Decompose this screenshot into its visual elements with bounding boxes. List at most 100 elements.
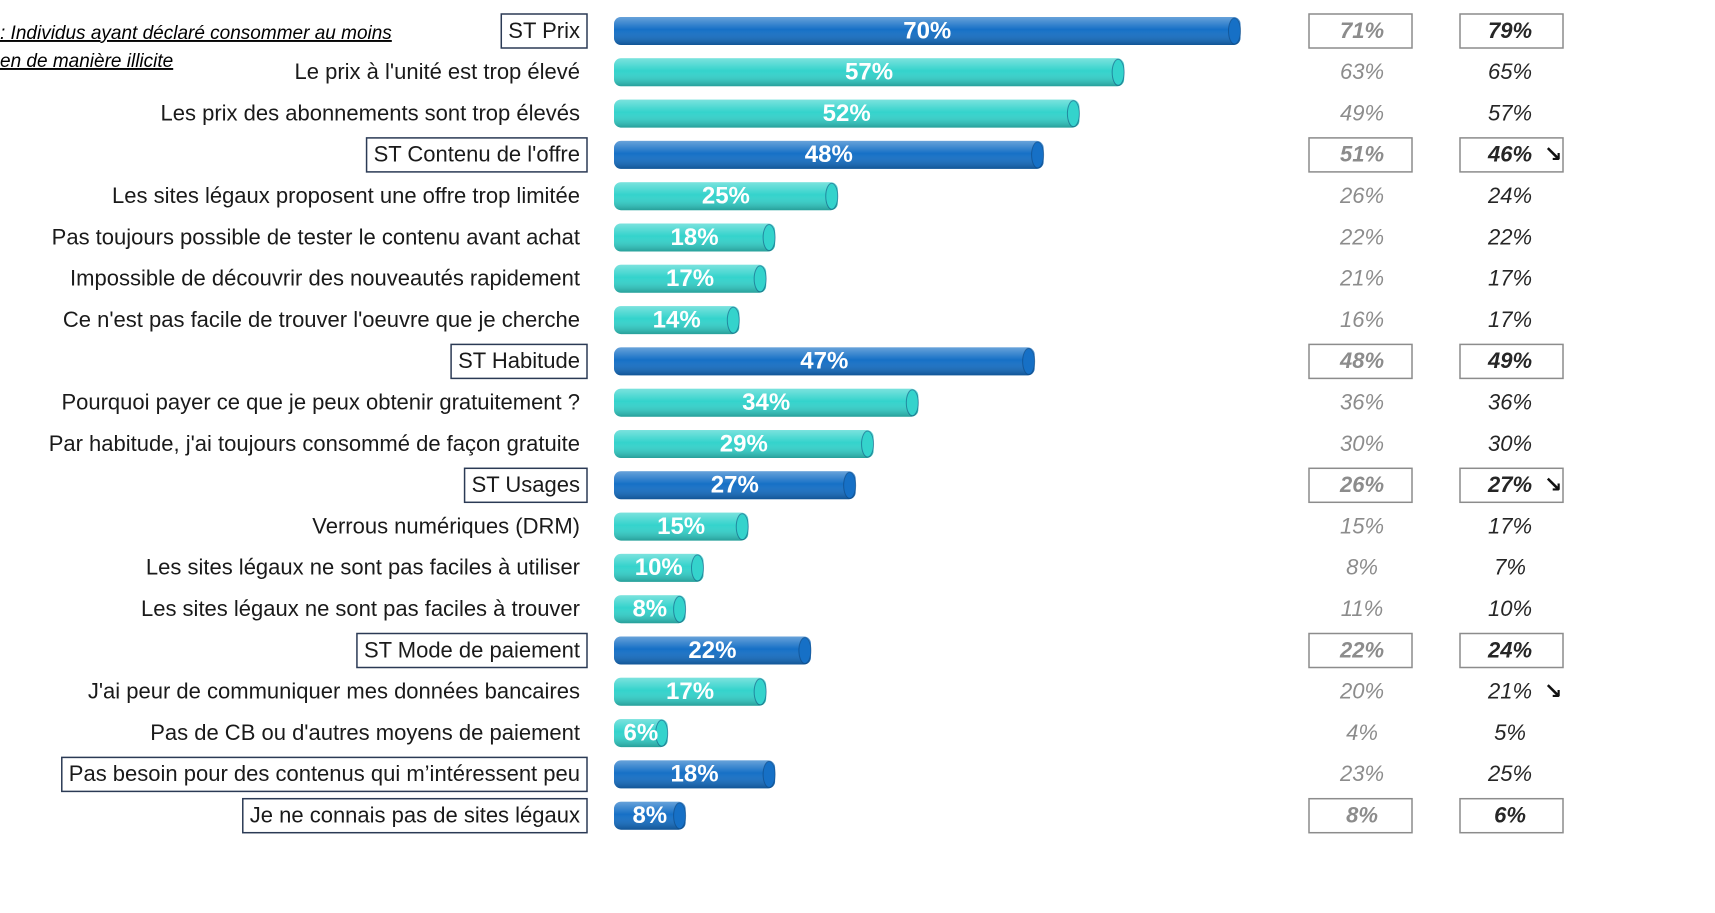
trend-arrow: ↘	[1544, 679, 1562, 704]
comparison-value: 79%	[1488, 18, 1532, 43]
bar-shade	[614, 58, 1125, 87]
label-box	[61, 756, 588, 793]
comparison-value: 23%	[1339, 761, 1384, 786]
bar-shade	[614, 595, 686, 624]
bar-cap	[861, 430, 875, 458]
bar-cap	[762, 760, 776, 788]
bar-cap	[735, 513, 749, 541]
comparison-value: 22%	[1339, 637, 1384, 662]
bar-shade	[614, 471, 856, 500]
value-label: 18%	[671, 224, 719, 251]
trend-arrow: ↘	[1544, 142, 1562, 167]
comparison-value: 21%	[1339, 266, 1384, 291]
comparison-value: 21%	[1487, 679, 1532, 704]
bar-cap	[1111, 58, 1125, 86]
value-label: 6%	[624, 719, 659, 746]
category-label: Les sites légaux ne sont pas faciles à t…	[141, 596, 580, 621]
comparison-value: 16%	[1340, 307, 1384, 332]
comparison-value: 36%	[1340, 390, 1384, 415]
category-label: Ce n'est pas facile de trouver l'oeuvre …	[63, 307, 580, 332]
comparison-box	[1308, 632, 1413, 669]
value-label: 52%	[823, 100, 871, 127]
comparison-box	[1308, 343, 1413, 380]
value-label: 25%	[702, 183, 750, 210]
category-label: ST Usages	[472, 472, 580, 497]
comparison-box	[1459, 137, 1564, 173]
value-label: 70%	[903, 17, 951, 44]
value-label: 47%	[800, 348, 848, 375]
category-label: Les prix des abonnements sont trop élevé…	[161, 100, 580, 125]
bar-cap	[655, 719, 669, 747]
bar-cap	[1031, 141, 1045, 169]
comparison-box	[1459, 343, 1564, 380]
label-box	[450, 343, 588, 380]
comparison-value: 63%	[1340, 59, 1384, 84]
comparison-value: 26%	[1339, 472, 1384, 497]
category-label: Les sites légaux proposent une offre tro…	[112, 183, 580, 208]
value-label: 57%	[845, 59, 893, 86]
value-label: 15%	[657, 513, 705, 540]
category-label: ST Contenu de l'offre	[374, 142, 580, 167]
bar-cap	[762, 224, 776, 251]
comparison-value: 17%	[1488, 307, 1532, 332]
value-label: 18%	[671, 761, 719, 788]
label-box	[500, 13, 588, 49]
category-label: Pas de CB ou d'autres moyens de paiement	[150, 720, 580, 745]
value-label: 29%	[720, 430, 768, 457]
comparison-box	[1459, 797, 1564, 834]
note: en de manière illicite	[0, 51, 173, 72]
comparison-value: 57%	[1488, 100, 1532, 125]
value-label: 34%	[742, 389, 790, 416]
category-label: Pourquoi payer ce que je peux obtenir gr…	[61, 390, 580, 415]
bar-shade	[614, 17, 1241, 45]
value-label: 48%	[805, 141, 853, 168]
bar-shade	[614, 140, 1044, 169]
comparison-value: 8%	[1346, 803, 1378, 828]
bar-cap	[753, 265, 767, 293]
comparison-box	[1459, 632, 1564, 669]
comparison-value: 22%	[1339, 224, 1384, 249]
comparison-box	[1308, 797, 1413, 834]
bar-cap	[825, 182, 839, 210]
bar-cap	[753, 678, 767, 706]
category-label: Verrous numériques (DRM)	[312, 513, 580, 538]
bar-shade	[614, 430, 874, 458]
label-box	[463, 467, 588, 504]
label-box	[356, 632, 588, 669]
comparison-value: 26%	[1339, 183, 1384, 208]
bar-cap	[673, 802, 687, 830]
category-label: Pas besoin pour des contenus qui m’intér…	[69, 761, 580, 786]
category-label: Les sites légaux ne sont pas faciles à u…	[146, 555, 580, 580]
value-label: 10%	[635, 554, 683, 581]
comparison-value: 25%	[1487, 761, 1532, 786]
note: : Individus ayant déclaré consommer au m…	[0, 23, 392, 44]
comparison-value: 8%	[1346, 555, 1378, 580]
comparison-value: 36%	[1488, 390, 1532, 415]
bar-cap	[798, 637, 812, 664]
category-label: J'ai peur de communiquer mes données ban…	[88, 679, 580, 704]
comparison-value: 20%	[1339, 679, 1384, 704]
comparison-value: 6%	[1494, 803, 1526, 828]
comparison-value: 49%	[1487, 348, 1532, 373]
bar-shade	[614, 264, 767, 293]
bar-cap	[1228, 17, 1241, 45]
comparison-value: 11%	[1341, 596, 1383, 621]
comparison-value: 49%	[1340, 100, 1384, 125]
bar-shade	[614, 223, 776, 252]
category-label: Je ne connais pas de sites légaux	[250, 803, 580, 828]
category-label: ST Prix	[508, 18, 580, 43]
value-label: 8%	[632, 596, 667, 623]
comparison-box	[1308, 137, 1413, 173]
bar-shade	[614, 677, 767, 706]
comparison-value: 51%	[1340, 142, 1384, 167]
bar-shade	[614, 719, 668, 748]
comparison-box	[1308, 467, 1413, 504]
comparison-value: 22%	[1487, 224, 1532, 249]
bar-shade	[614, 182, 838, 211]
bar-shade	[614, 636, 811, 665]
bar-shade	[614, 306, 740, 335]
bar-shade	[614, 760, 776, 789]
comparison-box	[1308, 13, 1413, 49]
category-label: Par habitude, j'ai toujours consommé de …	[49, 431, 580, 456]
category-label: Pas toujours possible de tester le conte…	[52, 224, 580, 249]
